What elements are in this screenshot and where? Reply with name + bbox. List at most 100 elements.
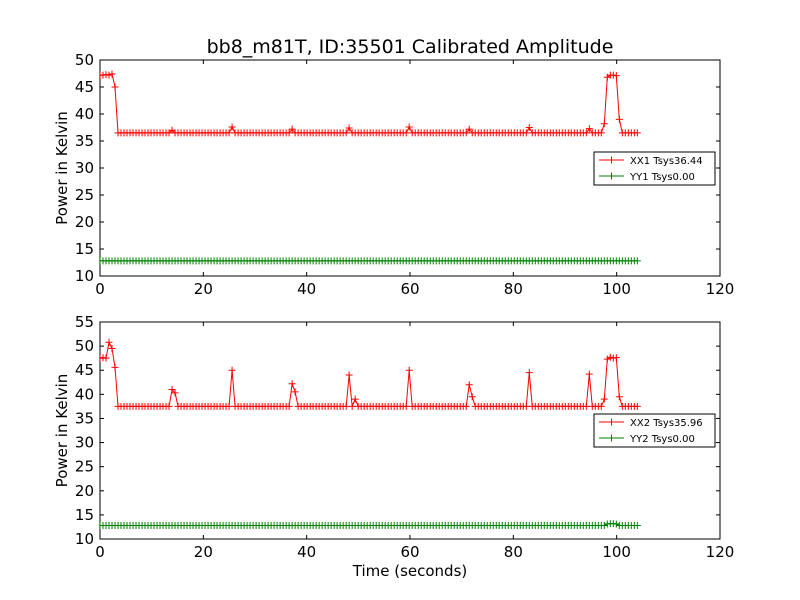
y-tick-label: 10 xyxy=(75,530,94,548)
x-tick-label: 100 xyxy=(602,543,631,561)
data-point-marker xyxy=(342,129,350,137)
data-point-marker xyxy=(105,71,113,79)
data-point-marker xyxy=(108,345,116,353)
legend-marker xyxy=(608,434,615,442)
plot-area xyxy=(100,70,641,265)
y-tick-label: 15 xyxy=(75,240,94,258)
data-point-marker xyxy=(522,129,530,137)
x-axis-label: Time (seconds) xyxy=(352,562,468,580)
data-point-marker xyxy=(108,70,116,78)
y-tick-label: 25 xyxy=(75,186,94,204)
data-point-marker xyxy=(168,386,176,394)
y-tick-label: 35 xyxy=(75,132,94,150)
legend-box xyxy=(593,413,716,448)
data-point-marker xyxy=(465,381,473,389)
data-point-marker xyxy=(225,402,233,410)
plot-area xyxy=(100,338,641,529)
x-tick-label: 60 xyxy=(400,280,419,298)
legend-marker xyxy=(608,156,615,164)
data-point-marker xyxy=(111,363,119,371)
legend-label: YY1 Tsys0.00 xyxy=(629,172,695,183)
panel-bottom: 0 20 40 60 80 100 120 10 15 20 25 30 35 40 45 50 55 Power… xyxy=(53,313,734,561)
data-point-marker xyxy=(462,129,470,137)
data-point-marker xyxy=(633,129,641,137)
data-point-marker xyxy=(228,123,236,131)
y-tick-label: 50 xyxy=(75,337,94,355)
data-point-marker xyxy=(351,395,359,403)
data-point-marker xyxy=(102,71,110,79)
panel-top: 0 20 40 60 80 100 120 10 15 20 25 30 35 40 45 50 Power i… xyxy=(53,51,734,298)
y-tick-label: 45 xyxy=(75,78,94,96)
data-point-marker xyxy=(615,393,623,401)
legend: XX1 Tsys36.44 YY1 Tsys0.00 xyxy=(593,151,716,186)
y-tick-label: 15 xyxy=(75,506,94,524)
data-point-marker xyxy=(348,402,356,410)
y-tick-label: 55 xyxy=(75,313,94,331)
y-tick-label: 35 xyxy=(75,409,94,427)
y-axis-label: Power in Kelvin xyxy=(53,111,71,225)
data-point-marker xyxy=(111,83,119,91)
y-tick-label: 10 xyxy=(75,267,94,285)
data-point-marker xyxy=(288,125,296,133)
data-point-marker xyxy=(465,125,473,133)
y-tick-label: 20 xyxy=(75,482,94,500)
data-point-marker xyxy=(582,402,590,410)
x-tick-label: 80 xyxy=(504,543,523,561)
legend-label: XX1 Tsys36.44 xyxy=(630,156,703,167)
data-point-marker xyxy=(582,129,590,137)
data-point-marker xyxy=(633,257,641,265)
data-point-marker xyxy=(100,71,107,79)
y-tick-label: 25 xyxy=(75,458,94,476)
data-point-marker xyxy=(612,72,620,80)
y-tick-label: 30 xyxy=(75,159,94,177)
x-tick-label: 0 xyxy=(95,543,105,561)
data-point-marker xyxy=(285,129,293,137)
data-point-marker xyxy=(291,388,299,396)
chart-title: bb8_m81T, ID:35501 Calibrated Amplitude xyxy=(207,36,614,58)
data-point-marker xyxy=(633,402,641,410)
data-point-marker xyxy=(405,123,413,131)
data-point-marker xyxy=(615,115,623,123)
y-tick-label: 20 xyxy=(75,213,94,231)
data-point-marker xyxy=(405,366,413,374)
data-point-marker xyxy=(345,371,353,379)
y-tick-label: 50 xyxy=(75,51,94,69)
data-point-marker xyxy=(345,124,353,132)
y-tick-label: 40 xyxy=(75,105,94,123)
x-tick-label: 100 xyxy=(602,280,631,298)
data-point-marker xyxy=(522,402,530,410)
data-point-marker xyxy=(105,338,113,346)
data-point-marker xyxy=(288,380,296,388)
data-point-marker xyxy=(402,129,410,137)
y-tick-label: 45 xyxy=(75,361,94,379)
x-tick-label: 120 xyxy=(706,280,735,298)
legend-marker xyxy=(608,172,615,180)
y-tick-label: 30 xyxy=(75,434,94,452)
data-point-marker xyxy=(597,129,605,137)
data-point-marker xyxy=(600,395,608,403)
legend: XX2 Tsys35.96 YY2 Tsys0.00 xyxy=(593,413,716,448)
data-point-marker xyxy=(102,354,110,362)
y-tick-label: 40 xyxy=(75,385,94,403)
data-point-marker xyxy=(525,369,533,377)
data-point-marker xyxy=(585,370,593,378)
data-point-marker xyxy=(609,71,617,79)
legend-label: YY2 Tsys0.00 xyxy=(629,434,695,445)
data-point-marker xyxy=(225,129,233,137)
data-point-marker xyxy=(171,389,179,397)
data-point-marker xyxy=(402,402,410,410)
x-tick-label: 40 xyxy=(297,280,316,298)
data-point-marker xyxy=(462,402,470,410)
y-axis-label: Power in Kelvin xyxy=(53,374,71,488)
data-point-marker xyxy=(633,521,641,529)
legend-marker xyxy=(608,418,615,426)
x-tick-label: 80 xyxy=(504,280,523,298)
data-point-marker xyxy=(600,120,608,128)
legend-label: XX2 Tsys35.96 xyxy=(630,418,703,429)
data-point-marker xyxy=(585,125,593,133)
x-tick-label: 120 xyxy=(706,543,735,561)
data-point-marker xyxy=(228,366,236,374)
data-point-marker xyxy=(600,521,608,529)
